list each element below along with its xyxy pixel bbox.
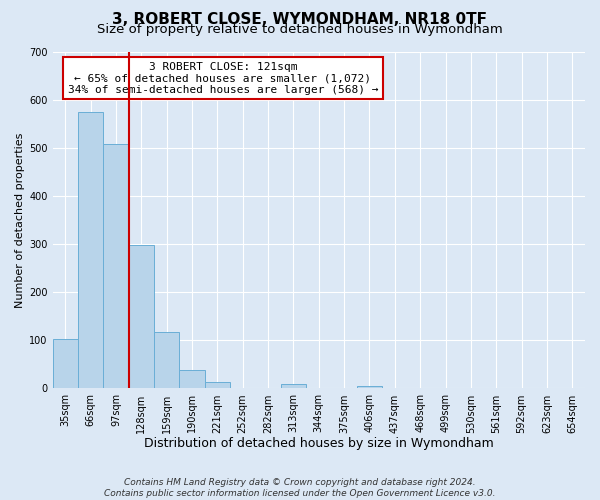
Text: Contains HM Land Registry data © Crown copyright and database right 2024.
Contai: Contains HM Land Registry data © Crown c…: [104, 478, 496, 498]
Bar: [128, 244, 154, 388]
X-axis label: Distribution of detached houses by size in Wymondham: Distribution of detached houses by size …: [144, 437, 494, 450]
Bar: [154, 332, 179, 388]
Y-axis label: Number of detached properties: Number of detached properties: [15, 132, 25, 308]
Text: 3 ROBERT CLOSE: 121sqm
← 65% of detached houses are smaller (1,072)
34% of semi-: 3 ROBERT CLOSE: 121sqm ← 65% of detached…: [68, 62, 378, 95]
Bar: [205, 382, 230, 388]
Bar: [281, 384, 306, 388]
Text: Size of property relative to detached houses in Wymondham: Size of property relative to detached ho…: [97, 22, 503, 36]
Bar: [78, 112, 103, 388]
Bar: [103, 144, 128, 388]
Text: 3, ROBERT CLOSE, WYMONDHAM, NR18 0TF: 3, ROBERT CLOSE, WYMONDHAM, NR18 0TF: [113, 12, 487, 28]
Bar: [357, 386, 382, 388]
Bar: [53, 339, 78, 388]
Bar: [179, 370, 205, 388]
